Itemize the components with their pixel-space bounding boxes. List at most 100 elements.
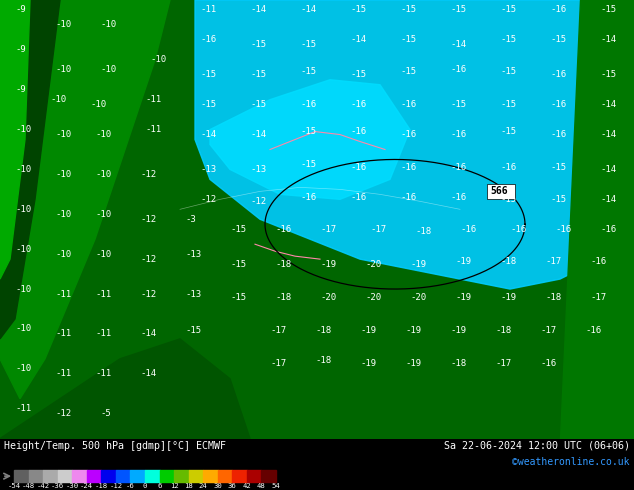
Text: -12: -12 xyxy=(200,195,216,204)
Text: -18: -18 xyxy=(415,227,431,236)
Polygon shape xyxy=(0,339,250,439)
Text: 566: 566 xyxy=(490,186,508,196)
Text: -16: -16 xyxy=(300,193,316,202)
Text: -10: -10 xyxy=(15,205,31,214)
Text: -10: -10 xyxy=(100,21,116,29)
Bar xyxy=(204,470,217,482)
Text: -10: -10 xyxy=(95,170,111,179)
Text: -10: -10 xyxy=(15,364,31,373)
Text: -11: -11 xyxy=(15,404,31,413)
Text: -10: -10 xyxy=(55,130,71,139)
Text: 42: 42 xyxy=(243,483,251,489)
Text: -17: -17 xyxy=(270,359,286,368)
Bar xyxy=(131,470,145,482)
Text: -12: -12 xyxy=(140,170,156,179)
Text: -16: -16 xyxy=(400,193,416,202)
Bar xyxy=(189,470,204,482)
Text: -15: -15 xyxy=(400,67,416,76)
Polygon shape xyxy=(560,0,634,439)
Text: -12: -12 xyxy=(140,255,156,264)
Text: -10: -10 xyxy=(95,250,111,259)
Text: -17: -17 xyxy=(545,257,561,266)
Text: -14: -14 xyxy=(350,35,366,45)
Text: -16: -16 xyxy=(400,100,416,109)
Text: -20: -20 xyxy=(410,293,426,301)
Text: 48: 48 xyxy=(257,483,266,489)
Text: -30: -30 xyxy=(66,483,79,489)
FancyBboxPatch shape xyxy=(487,184,515,199)
Text: -16: -16 xyxy=(585,326,601,336)
Text: -20: -20 xyxy=(320,293,336,301)
Text: -11: -11 xyxy=(95,290,111,298)
Text: -15: -15 xyxy=(200,70,216,79)
Text: Height/Temp. 500 hPa [gdmp][°C] ECMWF: Height/Temp. 500 hPa [gdmp][°C] ECMWF xyxy=(4,441,226,450)
Text: -15: -15 xyxy=(230,293,246,301)
Text: -16: -16 xyxy=(500,163,516,172)
Text: -10: -10 xyxy=(50,95,66,104)
Polygon shape xyxy=(0,0,634,439)
Text: -12: -12 xyxy=(109,483,122,489)
Text: -19: -19 xyxy=(360,326,376,336)
Text: -5: -5 xyxy=(100,409,111,418)
Text: -42: -42 xyxy=(37,483,49,489)
Text: -10: -10 xyxy=(55,250,71,259)
Text: -17: -17 xyxy=(270,326,286,336)
Text: -15: -15 xyxy=(550,35,566,45)
Text: -11: -11 xyxy=(55,290,71,298)
Text: -10: -10 xyxy=(55,21,71,29)
Text: -9: -9 xyxy=(15,46,26,54)
Text: -9: -9 xyxy=(15,85,26,94)
Text: -14: -14 xyxy=(600,195,616,204)
Text: -14: -14 xyxy=(600,100,616,109)
Text: -48: -48 xyxy=(22,483,35,489)
Text: -10: -10 xyxy=(15,165,31,174)
Bar xyxy=(72,470,87,482)
Text: -18: -18 xyxy=(275,293,291,301)
Text: -15: -15 xyxy=(450,5,466,15)
Text: Sa 22-06-2024 12:00 UTC (06+06): Sa 22-06-2024 12:00 UTC (06+06) xyxy=(444,441,630,450)
Text: -13: -13 xyxy=(185,250,201,259)
Text: -11: -11 xyxy=(95,329,111,339)
Text: 24: 24 xyxy=(199,483,207,489)
Text: -18: -18 xyxy=(495,326,511,336)
Text: -15: -15 xyxy=(550,195,566,204)
Text: -19: -19 xyxy=(320,260,336,269)
Text: -19: -19 xyxy=(500,293,516,301)
Text: -16: -16 xyxy=(555,225,571,234)
Text: -15: -15 xyxy=(300,160,316,169)
Text: -19: -19 xyxy=(450,326,466,336)
Text: -15: -15 xyxy=(400,35,416,45)
Text: -15: -15 xyxy=(500,195,516,204)
Bar xyxy=(43,470,58,482)
Text: 6: 6 xyxy=(157,483,162,489)
Text: -15: -15 xyxy=(250,70,266,79)
Text: -16: -16 xyxy=(540,359,556,368)
Text: -16: -16 xyxy=(350,193,366,202)
Text: -15: -15 xyxy=(250,100,266,109)
Text: -10: -10 xyxy=(15,245,31,254)
Text: 36: 36 xyxy=(228,483,236,489)
Text: -14: -14 xyxy=(300,5,316,15)
Text: -11: -11 xyxy=(200,5,216,15)
Text: -17: -17 xyxy=(540,326,556,336)
Text: -16: -16 xyxy=(450,163,466,172)
Text: -19: -19 xyxy=(405,359,421,368)
Bar xyxy=(14,470,29,482)
Text: -16: -16 xyxy=(590,257,606,266)
Text: -18: -18 xyxy=(315,326,331,336)
Text: -15: -15 xyxy=(230,225,246,234)
Text: -16: -16 xyxy=(550,70,566,79)
Text: -15: -15 xyxy=(300,67,316,76)
Text: -15: -15 xyxy=(500,67,516,76)
Text: -10: -10 xyxy=(15,125,31,134)
Text: -11: -11 xyxy=(55,369,71,378)
Text: -15: -15 xyxy=(400,5,416,15)
Text: -16: -16 xyxy=(550,130,566,139)
Text: -36: -36 xyxy=(51,483,64,489)
Bar xyxy=(29,470,43,482)
Bar xyxy=(217,470,232,482)
Polygon shape xyxy=(0,0,170,399)
Text: -11: -11 xyxy=(145,125,161,134)
Text: -15: -15 xyxy=(600,5,616,15)
Text: -10: -10 xyxy=(55,170,71,179)
